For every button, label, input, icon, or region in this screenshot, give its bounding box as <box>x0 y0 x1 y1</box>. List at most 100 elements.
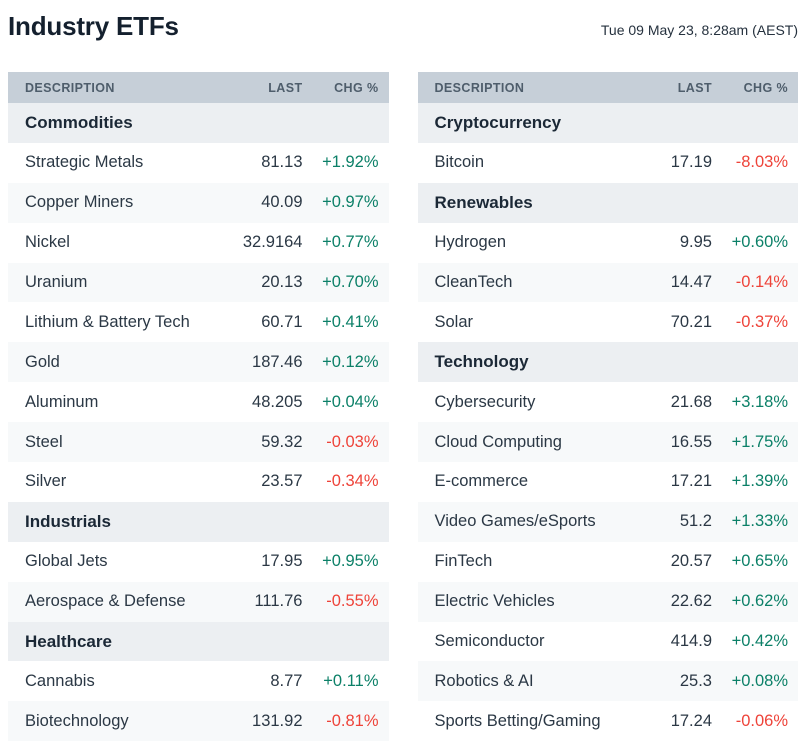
tables-container: DESCRIPTION LAST CHG % Commodities Strate… <box>0 72 807 742</box>
etf-last-value: 21.68 <box>670 392 712 411</box>
etf-table-right: DESCRIPTION LAST CHG % Cryptocurrency Bit… <box>417 72 799 741</box>
etf-row: Hydrogen 9.95 +0.60% <box>418 223 799 263</box>
section-label: Healthcare <box>8 621 389 662</box>
etf-description: CleanTech <box>417 262 620 303</box>
etf-last-value: 131.92 <box>210 701 303 742</box>
etf-row: Aluminum 48.205 +0.04% <box>8 382 389 422</box>
etf-last-value: 20.13 <box>210 262 303 303</box>
etf-last-value: 32.9164 <box>242 233 303 252</box>
etf-description: E-commerce <box>434 472 529 491</box>
etf-change-percent: -0.55% <box>302 581 389 622</box>
etf-change-percent: +0.12% <box>302 342 389 383</box>
etf-description: Cloud Computing <box>417 422 620 463</box>
section-row: Industrials <box>8 501 389 542</box>
etf-row: Biotechnology 131.92 -0.81% <box>8 701 389 742</box>
etf-change-percent: +3.18% <box>731 392 788 411</box>
etf-last-value: 70.21 <box>670 312 712 331</box>
etf-row: Global Jets 17.95 +0.95% <box>8 542 389 582</box>
etf-last-value: 51.2 <box>620 501 712 542</box>
etf-description: Lithium & Battery Tech <box>25 312 190 331</box>
etf-last-value: 414.9 <box>670 632 712 651</box>
section-label: Cryptocurrency <box>417 103 798 143</box>
etf-last-value: 59.32 <box>210 422 303 463</box>
etf-table-left: DESCRIPTION LAST CHG % Commodities Strate… <box>8 72 389 742</box>
section-label: Commodities <box>8 103 389 143</box>
section-row: Technology <box>417 342 798 383</box>
column-header-description: DESCRIPTION <box>417 72 620 103</box>
etf-change-percent: +0.77% <box>322 233 379 252</box>
etf-change-percent: -0.34% <box>326 472 379 491</box>
etf-description: Cybersecurity <box>434 392 536 411</box>
page-title: Industry ETFs <box>8 11 179 41</box>
etf-last-value: 20.57 <box>670 552 712 571</box>
etf-change-percent: +0.08% <box>712 661 798 702</box>
etf-change-percent: +0.65% <box>731 552 788 571</box>
etf-change-percent: +0.62% <box>712 581 798 622</box>
etf-last-value: 14.47 <box>620 262 712 303</box>
etf-description: Aerospace & Defense <box>8 581 211 622</box>
etf-last-value: 16.55 <box>620 422 712 463</box>
etf-description: Global Jets <box>25 552 108 571</box>
etf-row: Cloud Computing 16.55 +1.75% <box>417 422 798 463</box>
etf-row: Electric Vehicles 22.62 +0.62% <box>417 581 798 622</box>
column-header-chg: CHG % <box>302 72 389 103</box>
etf-row: Solar 70.21 -0.37% <box>418 302 799 342</box>
etf-description: Uranium <box>8 262 211 303</box>
etf-row: Uranium 20.13 +0.70% <box>8 262 389 303</box>
etf-row: E-commerce 17.21 +1.39% <box>418 462 799 502</box>
section-label: Industrials <box>8 501 389 542</box>
etf-change-percent: +0.60% <box>731 233 788 252</box>
etf-row: Sports Betting/Gaming 17.24 -0.06% <box>418 701 799 741</box>
etf-last-value: 187.46 <box>210 342 303 383</box>
etf-last-value: 8.77 <box>270 671 303 690</box>
etf-change-percent: +1.92% <box>322 153 379 172</box>
column-header-last: LAST <box>210 72 303 103</box>
etf-change-percent: +0.42% <box>731 632 788 651</box>
column-header-description: DESCRIPTION <box>8 72 211 103</box>
etf-change-percent: -0.81% <box>302 701 389 742</box>
etf-description: Steel <box>8 422 211 463</box>
etf-row: Video Games/eSports 51.2 +1.33% <box>417 501 798 542</box>
etf-change-percent: +1.39% <box>731 472 788 491</box>
etf-description: FinTech <box>434 552 493 571</box>
etf-last-value: 22.62 <box>620 581 712 622</box>
section-row: Cryptocurrency <box>417 103 798 143</box>
timestamp: Tue 09 May 23, 8:28am (AEST) <box>600 22 798 38</box>
etf-last-value: 9.95 <box>679 233 712 252</box>
etf-last-value: 17.95 <box>261 552 303 571</box>
column-header-last: LAST <box>620 72 712 103</box>
etf-change-percent: +0.04% <box>322 392 379 411</box>
table-header: DESCRIPTION LAST CHG % <box>8 72 389 103</box>
etf-description: Hydrogen <box>434 233 507 252</box>
etf-row: Cybersecurity 21.68 +3.18% <box>418 382 799 422</box>
etf-description: Silver <box>25 472 67 491</box>
etf-description: Copper Miners <box>8 182 211 223</box>
etf-row: CleanTech 14.47 -0.14% <box>417 262 798 303</box>
section-row: Renewables <box>417 182 798 223</box>
etf-change-percent: +1.75% <box>712 422 798 463</box>
etf-description: Solar <box>434 312 474 331</box>
etf-last-value: 48.205 <box>252 392 303 411</box>
etf-row: Gold 187.46 +0.12% <box>8 342 389 383</box>
etf-change-percent: -0.06% <box>735 711 788 730</box>
etf-change-percent: +1.33% <box>712 501 798 542</box>
etf-last-value: 81.13 <box>261 153 303 172</box>
etf-last-value: 60.71 <box>261 312 303 331</box>
etf-description: Nickel <box>25 233 70 252</box>
widget-header: Industry ETFs Tue 09 May 23, 8:28am (AES… <box>0 0 807 72</box>
etf-description: Semiconductor <box>434 632 545 651</box>
etf-last-value: 17.24 <box>670 711 712 730</box>
column-header-chg: CHG % <box>712 72 798 103</box>
etf-row: Silver 23.57 -0.34% <box>8 462 389 502</box>
etf-row: Bitcoin 17.19 -8.03% <box>418 143 799 183</box>
etf-last-value: 25.3 <box>620 661 712 702</box>
etf-last-value: 17.21 <box>670 472 712 491</box>
etf-row: Steel 59.32 -0.03% <box>8 422 389 463</box>
etf-row: Cannabis 8.77 +0.11% <box>8 661 389 701</box>
section-row: Commodities <box>8 103 389 143</box>
section-label: Renewables <box>417 182 798 223</box>
etf-row: Semiconductor 414.9 +0.42% <box>418 622 799 662</box>
etf-row: Copper Miners 40.09 +0.97% <box>8 182 389 223</box>
etf-row: FinTech 20.57 +0.65% <box>418 542 799 582</box>
